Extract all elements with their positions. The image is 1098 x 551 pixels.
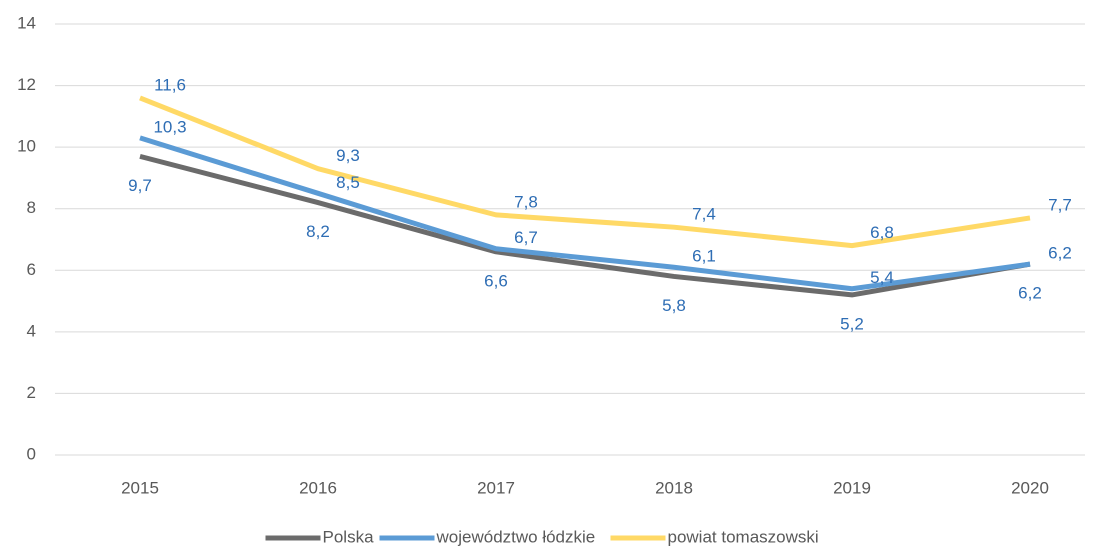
data-label: 6,7	[514, 228, 538, 247]
data-label: 7,8	[514, 192, 538, 211]
line-series	[139, 135, 1031, 292]
y-tick-label: 0	[27, 444, 36, 463]
y-tick-label: 2	[27, 383, 36, 402]
legend-label: Polska	[323, 527, 375, 546]
y-tick-label: 14	[17, 13, 36, 32]
x-tick-label: 2019	[833, 478, 871, 497]
data-label: 9,7	[128, 176, 152, 195]
y-tick-label: 8	[27, 198, 36, 217]
line-series	[139, 95, 1031, 249]
data-label: 8,2	[306, 222, 330, 241]
data-label: 7,4	[692, 205, 716, 224]
data-label: 6,6	[484, 271, 508, 290]
legend-label: województwo łódzkie	[436, 527, 596, 546]
x-tick-label: 2015	[121, 478, 159, 497]
data-label: 9,3	[336, 146, 360, 165]
x-tick-label: 2016	[299, 478, 337, 497]
data-label: 6,2	[1018, 284, 1042, 303]
data-label: 6,2	[1048, 244, 1072, 263]
data-label: 11,6	[154, 75, 186, 94]
data-label: 8,5	[336, 173, 360, 192]
data-label: 6,1	[692, 247, 716, 266]
legend-label: powiat tomaszowski	[668, 527, 819, 546]
line-series	[139, 153, 1031, 298]
x-tick-label: 2018	[655, 478, 693, 497]
x-tick-label: 2020	[1011, 478, 1049, 497]
data-label: 10,3	[153, 117, 186, 136]
y-tick-label: 12	[17, 75, 36, 94]
y-tick-label: 10	[17, 137, 36, 156]
data-label: 7,7	[1048, 195, 1072, 214]
data-label: 5,4	[870, 268, 894, 287]
y-tick-label: 4	[27, 321, 36, 340]
data-label: 6,8	[870, 223, 894, 242]
y-tick-label: 6	[27, 260, 36, 279]
x-tick-label: 2017	[477, 478, 515, 497]
data-label: 5,8	[662, 296, 686, 315]
data-label: 5,2	[840, 314, 864, 333]
